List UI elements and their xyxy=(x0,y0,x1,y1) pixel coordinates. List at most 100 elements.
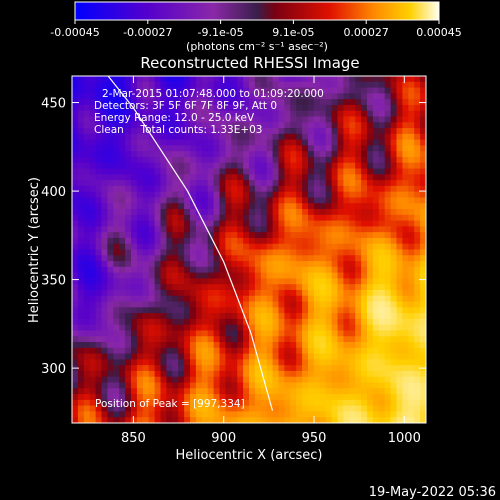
heatmap-cell xyxy=(319,110,327,118)
heatmap-cell xyxy=(325,220,333,227)
heatmap-cell xyxy=(195,220,203,227)
heatmap-cell xyxy=(72,214,79,222)
heatmap-cell xyxy=(260,185,268,193)
heatmap-cell xyxy=(408,232,415,239)
heatmap-cell xyxy=(396,76,403,83)
heatmap-cell xyxy=(390,128,398,135)
heatmap-cell xyxy=(136,237,144,245)
heatmap-cell xyxy=(166,81,173,89)
heatmap-cell xyxy=(308,122,315,129)
heatmap-cell xyxy=(260,220,268,227)
heatmap-cell xyxy=(243,388,250,395)
heatmap-cell xyxy=(148,99,156,106)
heatmap-cell xyxy=(72,318,79,326)
heatmap-cell xyxy=(237,104,244,112)
heatmap-cell xyxy=(349,289,356,297)
heatmap-cell xyxy=(396,174,403,181)
heatmap-cell xyxy=(207,93,215,100)
heatmap-cell xyxy=(349,145,356,152)
heatmap-cell xyxy=(396,266,403,274)
heatmap-cell xyxy=(195,156,203,164)
heatmap-cell xyxy=(390,180,398,187)
heatmap-cell xyxy=(414,87,421,94)
heatmap-cell xyxy=(343,99,350,106)
heatmap-cell xyxy=(302,411,309,418)
heatmap-cell xyxy=(414,370,421,378)
heatmap-cell xyxy=(113,295,120,303)
heatmap-cell xyxy=(243,330,250,337)
heatmap-cell xyxy=(131,174,138,181)
heatmap-cell xyxy=(396,99,403,106)
heatmap-cell xyxy=(207,168,215,175)
heatmap-cell xyxy=(396,185,403,193)
heatmap-cell xyxy=(166,214,173,222)
heatmap-cell xyxy=(272,301,280,308)
heatmap-cell xyxy=(384,365,392,372)
heatmap-cell xyxy=(325,318,333,326)
heatmap-cell xyxy=(89,232,97,239)
heatmap-cell xyxy=(313,133,321,141)
heatmap-cell xyxy=(313,388,321,395)
heatmap-cell xyxy=(420,104,426,112)
heatmap-cell xyxy=(343,122,350,129)
heatmap-cell xyxy=(101,122,108,129)
heatmap-cell xyxy=(201,405,209,413)
heatmap-cell xyxy=(190,174,197,181)
heatmap-cell xyxy=(408,99,415,106)
heatmap-cell xyxy=(414,261,421,268)
heatmap-cell xyxy=(308,370,315,378)
heatmap-cell xyxy=(219,81,226,89)
heatmap-cell xyxy=(296,278,303,285)
heatmap-cell xyxy=(290,209,297,216)
heatmap-cell xyxy=(190,336,197,343)
heatmap-cell xyxy=(378,249,386,256)
heatmap-cell xyxy=(402,353,409,360)
heatmap-cell xyxy=(308,185,315,193)
heatmap-cell xyxy=(278,376,285,384)
heatmap-cell xyxy=(420,394,426,401)
heatmap-cell xyxy=(290,284,297,291)
heatmap-cell xyxy=(136,180,144,187)
heatmap-cell xyxy=(131,214,138,222)
heatmap-cell xyxy=(95,376,103,384)
heatmap-cell xyxy=(107,128,114,135)
heatmap-cell xyxy=(290,313,297,320)
heatmap-cell xyxy=(136,122,144,129)
heatmap-cell xyxy=(72,405,79,413)
heatmap-cell xyxy=(113,180,120,187)
heatmap-cell xyxy=(178,110,185,118)
heatmap-cell xyxy=(172,81,179,89)
heatmap-cell xyxy=(154,133,162,141)
heatmap-cell xyxy=(272,243,280,251)
heatmap-cell xyxy=(178,226,185,233)
heatmap-cell xyxy=(266,261,274,268)
heatmap-cell xyxy=(402,139,409,146)
heatmap-cell xyxy=(384,301,392,308)
heatmap-cell xyxy=(178,289,185,297)
heatmap-cell xyxy=(101,347,108,355)
heatmap-cell xyxy=(254,76,262,83)
heatmap-cell xyxy=(378,214,386,222)
heatmap-cell xyxy=(125,278,132,285)
heatmap-cell xyxy=(125,249,132,256)
heatmap-cell xyxy=(72,220,79,227)
heatmap-cell xyxy=(414,388,421,395)
heatmap-cell xyxy=(166,249,173,256)
heatmap-cell xyxy=(302,284,309,291)
heatmap-cell xyxy=(166,388,173,395)
heatmap-cell xyxy=(396,370,403,378)
heatmap-cell xyxy=(219,128,226,135)
heatmap-cell xyxy=(243,301,250,308)
heatmap-cell xyxy=(266,353,274,360)
heatmap-cell xyxy=(361,99,368,106)
heatmap-cell xyxy=(190,81,197,89)
heatmap-cell xyxy=(166,191,173,199)
heatmap-cell xyxy=(219,255,226,262)
heatmap-cell xyxy=(355,180,362,187)
heatmap-cell xyxy=(77,301,85,308)
heatmap-cell xyxy=(313,405,321,413)
heatmap-cell xyxy=(355,220,362,227)
heatmap-cell xyxy=(325,399,333,407)
heatmap-cell xyxy=(119,133,126,141)
heatmap-cell xyxy=(142,347,150,355)
